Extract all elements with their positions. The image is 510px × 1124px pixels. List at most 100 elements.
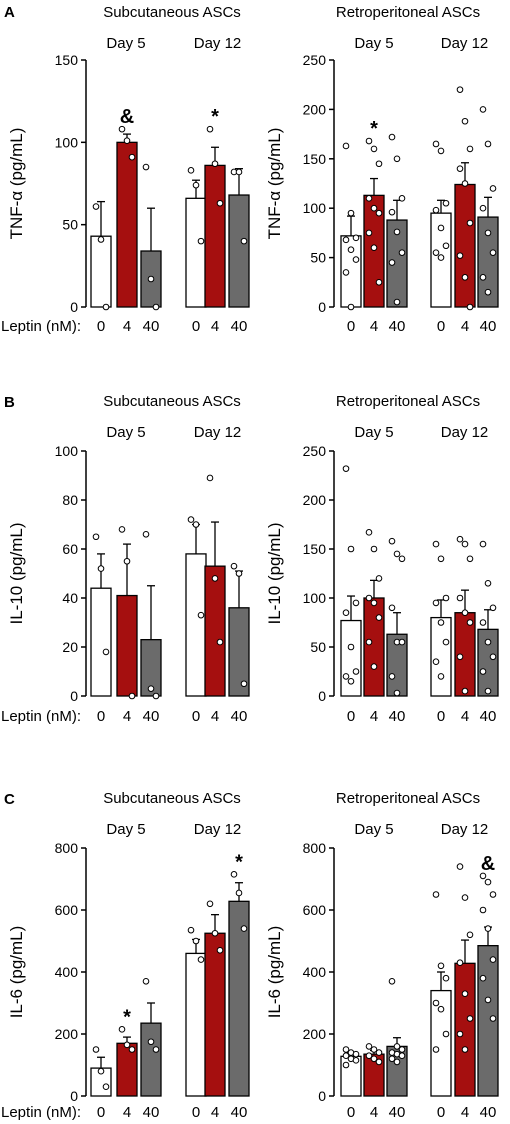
- data-point: [92, 203, 100, 210]
- data-point: [192, 181, 200, 189]
- data-point: [398, 555, 406, 563]
- data-point: [479, 906, 487, 914]
- data-point: [240, 680, 248, 688]
- data-point: [216, 638, 224, 646]
- data-point: [352, 668, 360, 675]
- data-point: [97, 1067, 105, 1075]
- y-tick-label: 0: [70, 688, 78, 704]
- data-point: [393, 1043, 401, 1050]
- x-category-label: 4: [461, 708, 469, 725]
- y-tick-label: 600: [55, 902, 79, 918]
- data-point: [187, 516, 195, 523]
- data-point: [479, 204, 487, 212]
- data-point: [437, 224, 445, 232]
- x-category-label: 0: [437, 318, 445, 335]
- y-tick-label: 400: [55, 964, 79, 980]
- data-point: [118, 125, 126, 133]
- data-point: [393, 1058, 401, 1066]
- y-tick-label: 100: [303, 590, 327, 606]
- x-category-label: 40: [231, 1104, 248, 1121]
- data-point: [216, 947, 224, 954]
- panel-letter: B: [4, 394, 15, 411]
- data-point: [370, 1055, 378, 1063]
- data-point: [375, 209, 383, 217]
- y-axis-label: TNF-α (pg/mL): [265, 128, 284, 240]
- y-tick-label: 200: [55, 1026, 79, 1042]
- data-point: [347, 678, 355, 685]
- x-category-label: 4: [461, 318, 469, 335]
- data-point: [342, 1046, 350, 1053]
- panel-letter: C: [4, 791, 15, 808]
- data-point: [432, 891, 440, 898]
- data-point: [442, 1030, 450, 1038]
- data-point: [456, 165, 464, 172]
- y-tick-label: 200: [303, 492, 327, 508]
- data-point: [442, 199, 450, 207]
- data-point: [235, 168, 243, 176]
- group-label: Day 5: [354, 424, 393, 441]
- data-point: [461, 117, 469, 125]
- data-point: [432, 206, 440, 214]
- data-point: [398, 195, 406, 202]
- data-point: [479, 106, 487, 113]
- data-point: [128, 692, 136, 700]
- group-label: Day 5: [106, 424, 145, 441]
- data-point: [432, 1046, 440, 1053]
- x-category-label: 0: [192, 1104, 200, 1121]
- data-point: [489, 249, 497, 256]
- data-point: [118, 1026, 126, 1033]
- significance-mark: *: [123, 1006, 131, 1028]
- data-point: [375, 575, 383, 582]
- data-point: [197, 611, 205, 619]
- data-point: [123, 137, 131, 144]
- data-point: [393, 689, 401, 697]
- x-category-label: 0: [97, 708, 105, 725]
- data-point: [370, 545, 378, 553]
- chart-title: Subcutaneous ASCs: [103, 790, 241, 807]
- data-point: [489, 1015, 497, 1022]
- y-tick-label: 0: [318, 688, 326, 704]
- data-point: [142, 978, 150, 985]
- data-point: [375, 1049, 383, 1056]
- y-axis-label: IL-6 (pg/mL): [7, 926, 26, 1019]
- bar: [185, 197, 207, 308]
- data-point: [206, 474, 214, 482]
- data-point: [456, 959, 464, 967]
- leptin-label: Leptin (nM):: [1, 1104, 81, 1121]
- data-point: [142, 163, 150, 171]
- data-point: [342, 673, 350, 680]
- x-category-label: 40: [231, 708, 248, 725]
- data-point: [388, 673, 396, 680]
- x-category-label: 0: [192, 708, 200, 725]
- y-tick-label: 150: [55, 52, 79, 68]
- chart-B-right: Retroperitoneal ASCs Day 5 Day 12 0 50 100 150…: [265, 393, 499, 725]
- data-point: [461, 894, 469, 901]
- data-point: [456, 1030, 464, 1038]
- data-point: [432, 540, 440, 548]
- data-point: [442, 594, 450, 602]
- group-label: Day 5: [106, 821, 145, 838]
- x-category-label: 0: [97, 318, 105, 335]
- x-category-label: 4: [370, 1104, 378, 1121]
- data-point: [375, 279, 383, 286]
- data-point: [342, 1052, 350, 1059]
- data-point: [197, 956, 205, 963]
- data-point: [437, 619, 445, 626]
- data-point: [466, 303, 474, 311]
- data-point: [393, 550, 401, 558]
- data-point: [342, 269, 350, 276]
- y-tick-label: 0: [70, 299, 78, 315]
- x-category-label: 4: [211, 708, 219, 725]
- bar: [204, 932, 226, 1097]
- bar: [340, 619, 362, 697]
- data-point: [123, 1041, 131, 1049]
- bar: [454, 962, 476, 1097]
- data-point: [432, 249, 440, 256]
- data-point: [393, 228, 401, 236]
- data-point: [230, 871, 238, 878]
- significance-mark: *: [211, 106, 219, 128]
- data-point: [342, 1061, 350, 1069]
- data-point: [461, 609, 469, 617]
- y-tick-label: 40: [62, 590, 78, 606]
